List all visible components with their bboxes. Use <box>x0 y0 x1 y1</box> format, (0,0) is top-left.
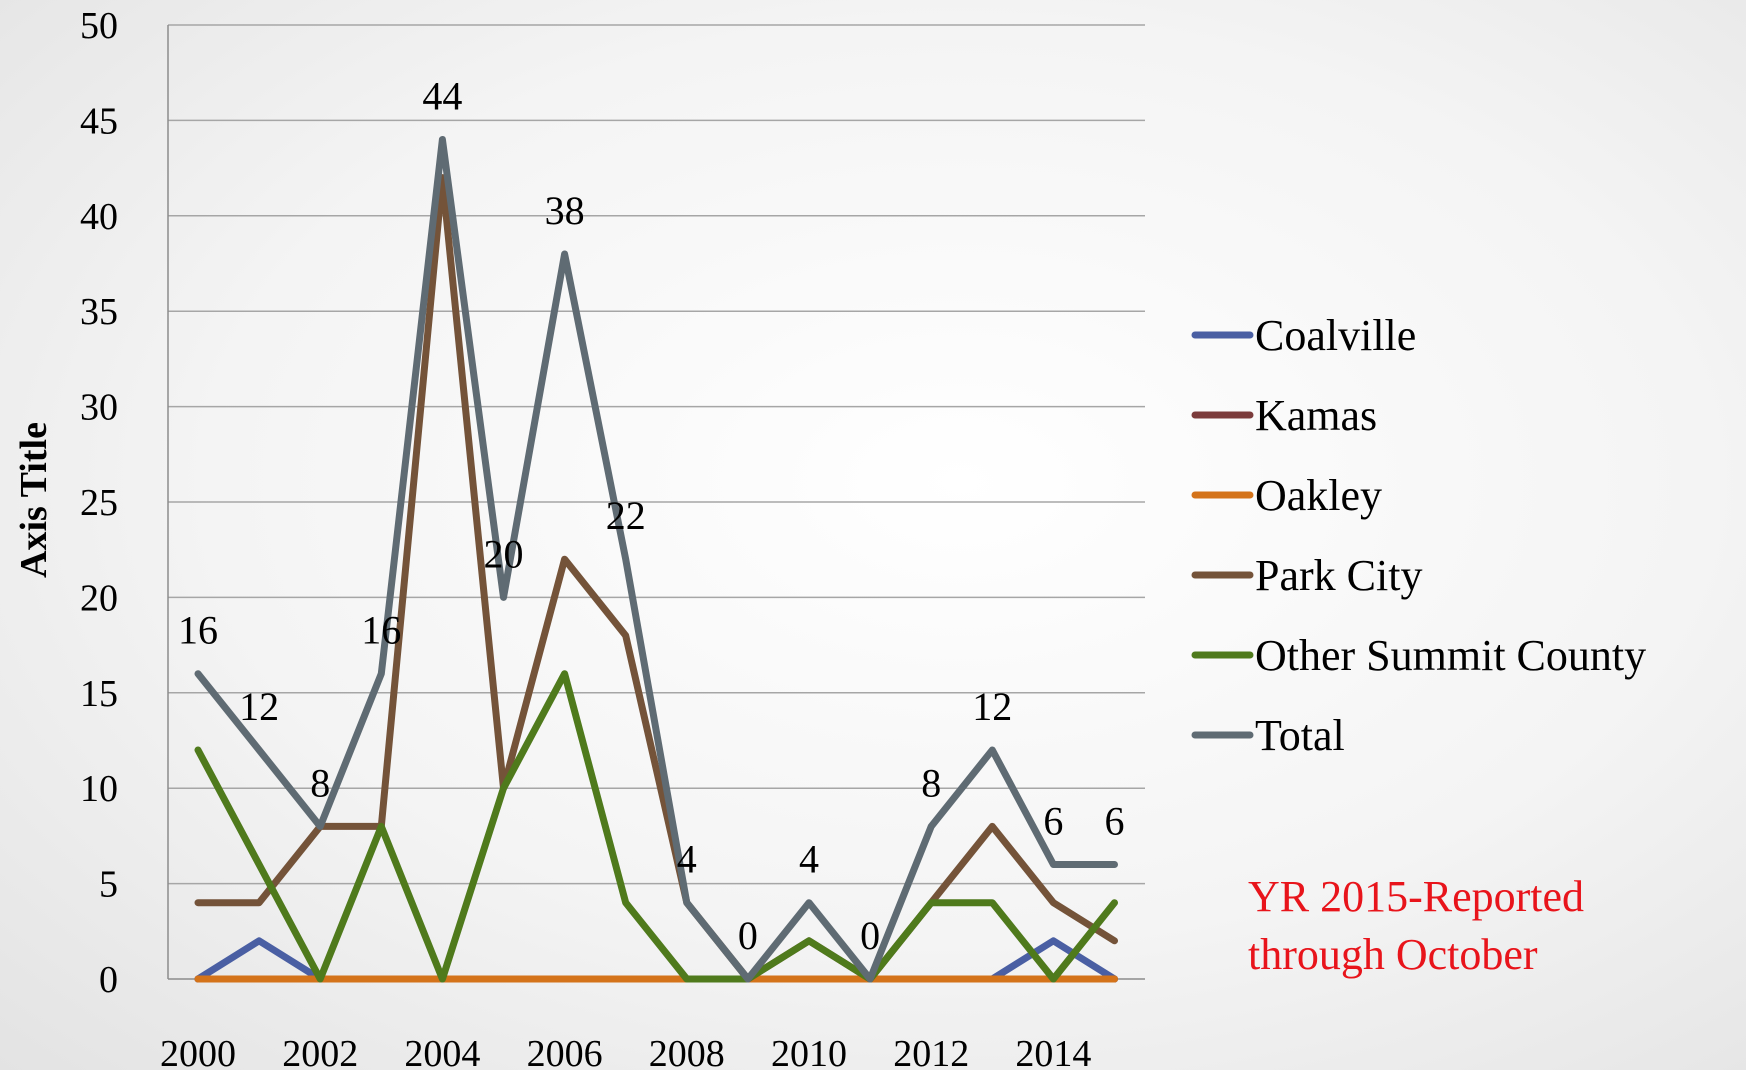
x-axis-ticks: 2000 2002 2004 2006 2008 2010 2012 2014 <box>160 1033 1091 1070</box>
x-tick-label: 2010 <box>771 1033 847 1070</box>
gridlines <box>168 24 1145 885</box>
legend-item: Other Summit County <box>1191 631 1646 680</box>
x-tick-label: 2012 <box>893 1033 969 1070</box>
legend-label: Coalville <box>1255 311 1416 360</box>
data-label: 12 <box>239 684 279 729</box>
series-line-park-city <box>194 174 1118 983</box>
y-tick-label: 40 <box>80 196 118 238</box>
y-tick-label: 15 <box>80 673 118 715</box>
data-label: 6 <box>1043 799 1063 844</box>
y-tick-label: 35 <box>80 291 118 333</box>
y-tick-label: 30 <box>80 387 118 429</box>
data-label: 8 <box>310 760 330 805</box>
legend-label: Total <box>1255 711 1345 760</box>
x-tick-label: 2000 <box>160 1033 236 1070</box>
y-tick-label: 10 <box>80 768 118 810</box>
x-tick-label: 2008 <box>649 1033 725 1070</box>
legend-item: Kamas <box>1191 391 1377 440</box>
legend-item: Oakley <box>1191 471 1382 520</box>
reporting-note: YR 2015-Reported through October <box>1248 868 1708 984</box>
y-tick-label: 20 <box>80 577 118 619</box>
x-tick-label: 2006 <box>527 1033 603 1070</box>
data-label: 12 <box>972 684 1012 729</box>
series-lines <box>194 136 1118 983</box>
legend-item: Park City <box>1191 551 1422 600</box>
data-label: 0 <box>860 913 880 958</box>
data-label: 38 <box>545 188 585 233</box>
series-line-total <box>194 136 1118 983</box>
data-label: 22 <box>606 493 646 538</box>
legend-label: Oakley <box>1255 471 1382 520</box>
data-label: 44 <box>422 73 462 118</box>
legend: Coalville Kamas Oakley Park City Other Summi… <box>1191 311 1646 760</box>
legend-label: Other Summit County <box>1255 631 1646 680</box>
x-tick-label: 2002 <box>282 1033 358 1070</box>
x-tick-label: 2004 <box>404 1033 480 1070</box>
y-tick-label: 0 <box>99 959 118 1001</box>
note-line-2: through October <box>1248 930 1538 979</box>
y-axis-title: Axis Title <box>13 422 55 578</box>
data-label: 6 <box>1105 799 1125 844</box>
y-tick-label: 50 <box>80 5 118 47</box>
x-tick-label: 2014 <box>1015 1033 1091 1070</box>
y-tick-label: 45 <box>80 100 118 142</box>
legend-item: Total <box>1191 711 1345 760</box>
y-axis-ticks: 0 5 10 15 20 25 30 35 40 45 50 <box>80 5 118 1001</box>
series-line-other-summit-county <box>194 670 1118 983</box>
y-tick-label: 5 <box>99 864 118 906</box>
legend-label: Kamas <box>1255 391 1377 440</box>
data-label: 4 <box>677 837 697 882</box>
y-tick-label: 25 <box>80 482 118 524</box>
data-label: 8 <box>921 760 941 805</box>
data-label: 16 <box>178 608 218 653</box>
note-line-1: YR 2015-Reported <box>1248 872 1585 921</box>
legend-label: Park City <box>1255 551 1422 600</box>
data-label: 20 <box>484 531 524 576</box>
data-label: 4 <box>799 837 819 882</box>
data-label: 16 <box>361 608 401 653</box>
legend-item: Coalville <box>1191 311 1416 360</box>
data-label: 0 <box>738 913 758 958</box>
